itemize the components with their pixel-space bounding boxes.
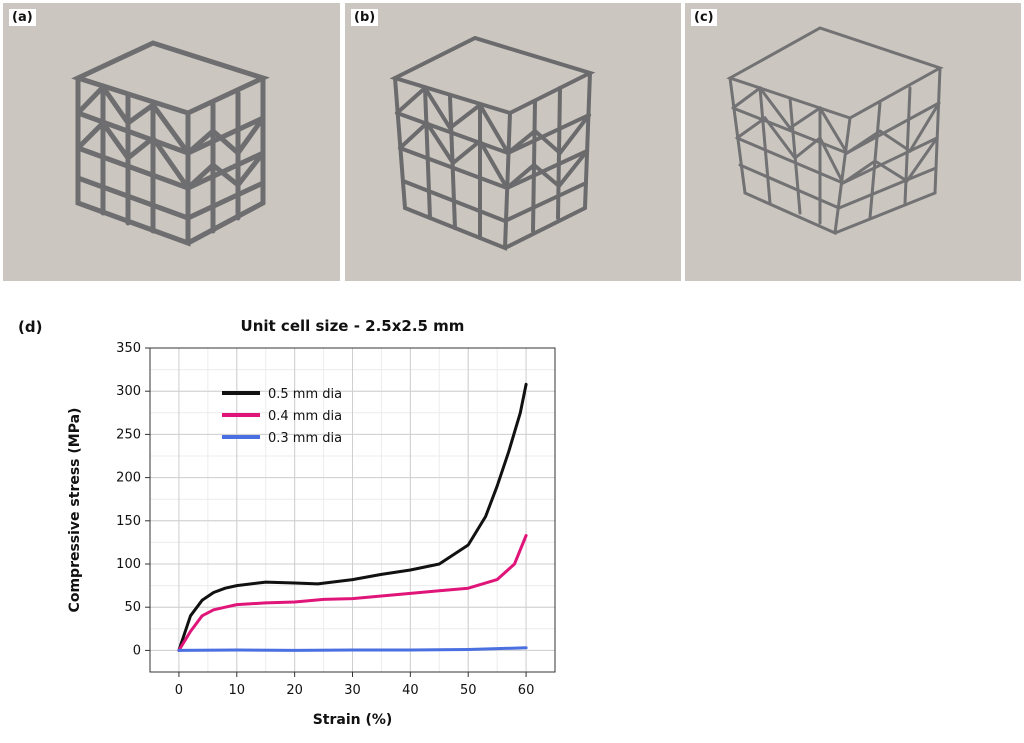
y-tick-label: 0 (133, 643, 141, 658)
legend-label-3: 0.3 mm dia (268, 431, 342, 446)
chart-title: Unit cell size - 2.5x2.5 mm (240, 317, 465, 335)
panel-label-c: (c) (691, 9, 717, 26)
x-tick-label: 50 (460, 683, 477, 698)
photo-lattice-a: (a) (3, 3, 340, 281)
panel-label-d: (d) (18, 318, 43, 336)
y-tick-label: 300 (116, 384, 141, 399)
panel-label-b: (b) (351, 9, 379, 26)
panel-label-a: (a) (9, 9, 36, 26)
chart-grid (149, 347, 556, 673)
x-axis-label: Strain (%) (313, 712, 393, 728)
x-tick-label: 40 (402, 683, 419, 698)
y-tick-label: 250 (116, 427, 141, 442)
series-line-2 (177, 534, 528, 652)
x-tick-label: 30 (344, 683, 361, 698)
series-line-1 (177, 382, 528, 652)
photo-lattice-c: (c) (685, 3, 1021, 281)
series-line-3 (177, 646, 528, 652)
legend: 0.5 mm dia 0.4 mm dia 0.3 mm dia (222, 387, 342, 446)
legend-label-1: 0.5 mm dia (268, 387, 342, 402)
axis-ticks: 0 10 20 30 40 50 60 0 50 100 150 200 250 300 350 (116, 341, 534, 698)
lattice-photo-illustration (3, 3, 340, 281)
x-tick-label: 10 (229, 683, 246, 698)
lattice-structure (726, 26, 944, 236)
lattice-photo-illustration (345, 3, 681, 281)
y-tick-label: 350 (116, 341, 141, 356)
lattice-structure (71, 40, 270, 247)
y-axis-label: Compressive stress (MPa) (67, 408, 83, 613)
x-tick-label: 0 (175, 683, 183, 698)
photo-lattice-b: (b) (345, 3, 681, 281)
series-lines (177, 382, 528, 652)
y-tick-label: 50 (124, 600, 141, 615)
y-tick-label: 150 (116, 514, 141, 529)
y-tick-label: 100 (116, 557, 141, 572)
lattice-structure (389, 35, 596, 251)
lattice-photo-illustration (685, 3, 1021, 281)
legend-label-2: 0.4 mm dia (268, 409, 342, 424)
x-tick-label: 60 (518, 683, 535, 698)
x-tick-label: 20 (286, 683, 303, 698)
y-tick-label: 200 (116, 471, 141, 486)
